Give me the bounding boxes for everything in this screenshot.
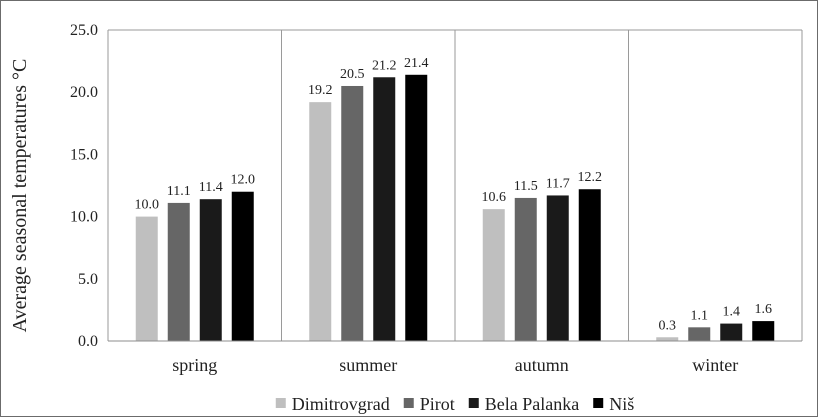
y-tick-label: 25.0: [70, 22, 98, 39]
y-tick-label: 15.0: [70, 146, 98, 163]
legend-label: Niš: [609, 394, 634, 414]
data-label: 12.0: [231, 173, 256, 188]
legend-item: Niš: [593, 394, 634, 414]
x-category-label: summer: [339, 355, 397, 375]
y-axis-ticks: 0.0 5.0 10.0 15.0 20.0 25.0: [70, 22, 98, 350]
bar: [373, 77, 396, 341]
bar: [656, 337, 679, 341]
bar: [135, 216, 158, 341]
legend: Dimitrovgrad Pirot Bela Palanka Niš: [275, 394, 634, 414]
data-label: 1.4: [723, 305, 741, 320]
data-label: 1.6: [755, 302, 773, 317]
bar: [167, 202, 190, 341]
x-category-label: spring: [172, 355, 217, 375]
data-label: 20.5: [340, 67, 365, 82]
y-tick-label: 20.0: [70, 84, 98, 101]
legend-item: Bela Palanka: [468, 394, 579, 414]
bar: [720, 323, 743, 341]
data-label: 11.1: [167, 184, 191, 199]
category-separators: [107, 29, 803, 341]
data-label: 21.2: [372, 58, 397, 73]
bar: [231, 191, 254, 341]
legend-swatch: [468, 398, 479, 408]
data-label: 11.5: [514, 179, 538, 194]
data-label: 21.4: [404, 56, 429, 71]
legend-swatch: [275, 398, 286, 408]
y-tick-label: 0.0: [78, 333, 98, 350]
bar: [546, 195, 569, 341]
data-label: 10.0: [135, 198, 160, 213]
bar: [341, 85, 364, 341]
bar: [514, 197, 537, 341]
legend-item: Pirot: [403, 394, 455, 414]
legend-item: Dimitrovgrad: [275, 394, 390, 414]
x-category-label: autumn: [515, 355, 569, 375]
bar: [578, 189, 601, 341]
data-label: 12.2: [578, 170, 603, 185]
data-label: 0.3: [659, 318, 677, 333]
bar: [482, 209, 505, 341]
data-label: 1.1: [691, 308, 709, 323]
legend-swatch: [593, 398, 604, 408]
x-category-label: winter: [692, 355, 738, 375]
data-label: 19.2: [308, 83, 333, 98]
bar: [688, 327, 711, 341]
bar: [752, 321, 775, 341]
bar: [309, 102, 332, 341]
legend-label: Dimitrovgrad: [292, 394, 390, 414]
y-tick-label: 5.0: [78, 271, 98, 288]
bar: [405, 74, 428, 341]
data-label: 10.6: [482, 190, 507, 205]
bars: [135, 74, 775, 341]
y-axis-label: Average seasonal temperatures °C: [9, 59, 31, 333]
y-tick-label: 10.0: [70, 209, 98, 226]
legend-label: Bela Palanka: [485, 394, 579, 414]
legend-swatch: [403, 398, 414, 408]
data-label: 11.7: [546, 176, 570, 191]
legend-label: Pirot: [420, 394, 455, 414]
data-labels: 10.0 11.1 11.4 12.0 19.2 20.5 21.2 21.4 10.6 11.5…: [135, 56, 773, 333]
bar: [199, 199, 222, 341]
x-axis-categories: spring summer autumn winter: [172, 355, 738, 375]
data-label: 11.4: [199, 180, 223, 195]
